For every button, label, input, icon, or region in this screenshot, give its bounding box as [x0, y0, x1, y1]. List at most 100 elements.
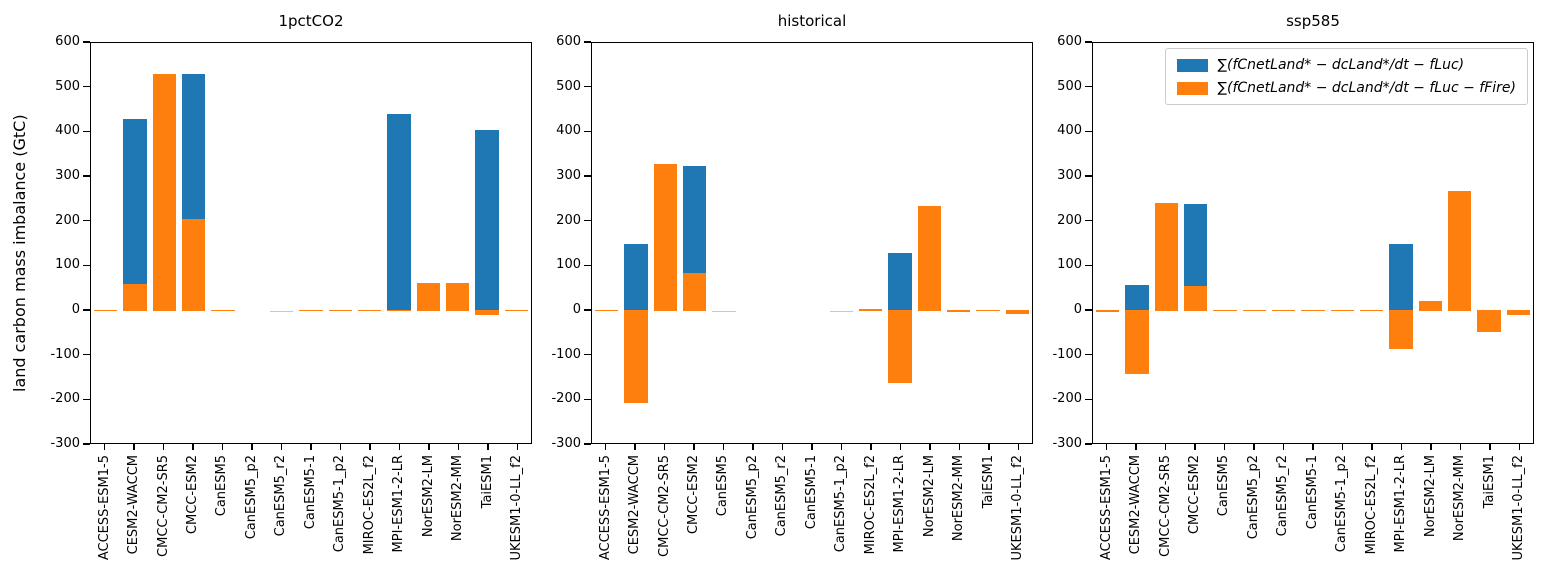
- bar-orange-UKESM1-0-LL_f2: [504, 310, 529, 312]
- y-tick-mark: [1085, 353, 1092, 356]
- y-tick-mark: [584, 175, 591, 177]
- x-tick-label: CMCC-CM2-SR5: [155, 455, 171, 557]
- x-tick-label: CMCC-ESM2: [685, 455, 701, 535]
- y-tick-mark: [584, 85, 591, 88]
- x-tick-label: CanESM5_r2: [774, 455, 790, 537]
- bar-orange-MIROC-ES2L_f2: [858, 308, 883, 311]
- y-tick-label: 600: [55, 34, 80, 49]
- bar-orange-NorESM2-MM: [445, 283, 470, 311]
- bar-orange-ACCESS-ESM1-5: [1095, 309, 1120, 312]
- bar-blue-CESM2-WACCM: [624, 244, 648, 311]
- subplot-title: ssp585: [1286, 12, 1340, 30]
- x-tick-label: CanESM5: [1216, 455, 1232, 517]
- bar-orange-CESM2-WACCM: [1125, 309, 1149, 375]
- x-tick-label-slot: CESM2-WACCM: [119, 455, 148, 560]
- x-tick-label: NorESM2-LM: [1422, 455, 1438, 538]
- bar-orange-NorESM2-MM: [946, 309, 971, 313]
- y-tick-mark: [83, 41, 90, 43]
- x-tick-mark: [1489, 444, 1491, 450]
- bar-orange-TaiESM1: [475, 309, 499, 315]
- x-tick-label-slot: CESM2-WACCM: [1121, 455, 1150, 560]
- y-tick-mark: [1085, 443, 1092, 445]
- y-tick-label: 300: [55, 168, 80, 183]
- bar-orange-CMCC-ESM2: [1183, 286, 1208, 311]
- bar-orange-CanESM5-1_p2: [1330, 309, 1355, 311]
- subplot-historical: historical 600 500 400 300 200 100 0 -100 -200 -30…: [551, 0, 1033, 578]
- y-tick-label: 500: [1057, 78, 1082, 94]
- x-tick-mark: [1135, 444, 1137, 450]
- y-tick-mark: [1085, 219, 1092, 222]
- x-tick-labels: ACCESS-ESM1-5 CESM2-WACCM CMCC-CM2-SR5 CMCC…: [90, 455, 532, 560]
- x-tick-label-slot: CanESM5: [1210, 455, 1239, 560]
- y-tick-label: -300: [1052, 436, 1082, 451]
- x-tick-label-slot: ACCESS-ESM1-5: [1092, 455, 1121, 560]
- x-tick-label-slot: CMCC-CM2-SR5: [149, 455, 178, 560]
- x-tick-label: NorESM2-LM: [420, 455, 436, 538]
- x-tick-mark: [811, 444, 813, 450]
- x-tick-label: CESM2-WACCM: [126, 455, 142, 555]
- x-tick-label-slot: CanESM5-1: [296, 455, 325, 560]
- bar-orange-MIROC-ES2L_f2: [357, 310, 382, 312]
- y-tick-mark: [83, 130, 90, 133]
- bar-orange-NorESM2-MM: [1447, 191, 1472, 311]
- x-tick-label: CanESM5_p2: [744, 455, 760, 540]
- y-tick-label: 500: [55, 78, 80, 94]
- y-tick-mark: [584, 353, 591, 356]
- x-tick-mark: [1164, 444, 1167, 450]
- y-tick-label: -200: [551, 391, 581, 407]
- x-tick-label-slot: CESM2-WACCM: [620, 455, 649, 560]
- x-tick-label: TaiESM1: [1481, 455, 1497, 509]
- x-tick-label: ACCESS-ESM1-5: [96, 455, 112, 561]
- bar-orange-CanESM5-1: [299, 309, 323, 312]
- bar-orange-TaiESM1: [976, 309, 1000, 312]
- x-tick-label: CanESM5_r2: [1275, 455, 1291, 537]
- y-tick-mark: [83, 264, 90, 267]
- x-tick-label: CanESM5_p2: [243, 455, 259, 540]
- x-tick-label: CanESM5-1: [1304, 455, 1320, 530]
- y-tick-label: 100: [1057, 257, 1082, 273]
- legend-entry: ∑(fCnetLand* − dcLand*/dt − fLuc): [1176, 57, 1516, 73]
- x-tick-label-slot: CanESM5-1_p2: [326, 455, 355, 560]
- x-tick-label-slot: CanESM5: [208, 455, 237, 560]
- subplot-1pctCO2: 1pctCO2 600 500 400 300 200 100 0 -100 -200 -300 AC…: [50, 0, 532, 578]
- y-tick-mark: [1085, 41, 1092, 43]
- subplot-ssp585: ssp585 ∑(fCnetLand* − dcLand*/dt − fLuc) ∑…: [1052, 0, 1534, 578]
- x-tick-label-slot: ACCESS-ESM1-5: [591, 455, 620, 560]
- x-tick-mark: [1282, 444, 1285, 450]
- x-tick-label-slot: CanESM5-1_p2: [827, 455, 856, 560]
- x-tick-mark: [1430, 444, 1432, 450]
- x-tick-label: CanESM5: [214, 455, 230, 517]
- x-tick-label: CanESM5: [715, 455, 731, 517]
- y-tick-label: 400: [55, 123, 80, 139]
- y-tick-mark: [584, 219, 591, 222]
- y-axis-label: land carbon mass imbalance (GtC): [10, 114, 29, 392]
- plot-area: ∑(fCnetLand* − dcLand*/dt − fLuc) ∑(fCnet…: [1092, 42, 1534, 444]
- x-tick-label: MIROC-ES2L_f2: [361, 455, 377, 555]
- x-tick-label: CanESM5_p2: [1245, 455, 1261, 540]
- x-tick-label: CanESM5-1_p2: [833, 455, 849, 553]
- y-tick-mark: [83, 309, 90, 311]
- y-tick-mark: [1085, 398, 1092, 401]
- y-tick-mark: [584, 264, 591, 267]
- bar-orange-CanESM5-1_p2: [829, 310, 854, 312]
- x-tick-label-slot: CanESM5_r2: [1269, 455, 1298, 560]
- y-tick-label: -100: [551, 346, 581, 362]
- x-tick-mark: [722, 444, 725, 450]
- x-tick-label-slot: CMCC-ESM2: [178, 455, 207, 560]
- x-tick-mark: [781, 444, 784, 450]
- y-tick-label: -200: [1052, 391, 1082, 407]
- x-tick-label-slot: NorESM2-MM: [945, 455, 974, 560]
- bar-blue-MPI-ESM1-2-LR: [888, 252, 912, 311]
- x-tick-label-slot: ACCESS-ESM1-5: [90, 455, 119, 560]
- x-tick-label: CMCC-ESM2: [1186, 455, 1202, 535]
- y-tick-mark: [584, 398, 591, 401]
- bar-blue-CMCC-ESM2: [1183, 203, 1208, 311]
- x-tick-label: ACCESS-ESM1-5: [597, 455, 613, 561]
- y-tick-label: -100: [50, 346, 80, 362]
- bar-orange-CanESM5: [1213, 309, 1237, 311]
- x-tick-label-slot: MPI-ESM1-2-LR: [886, 455, 915, 560]
- x-tick-mark: [604, 444, 607, 450]
- x-tick-label-slot: UKESM1-0-LL_f2: [1004, 455, 1033, 560]
- x-tick-mark: [192, 444, 194, 450]
